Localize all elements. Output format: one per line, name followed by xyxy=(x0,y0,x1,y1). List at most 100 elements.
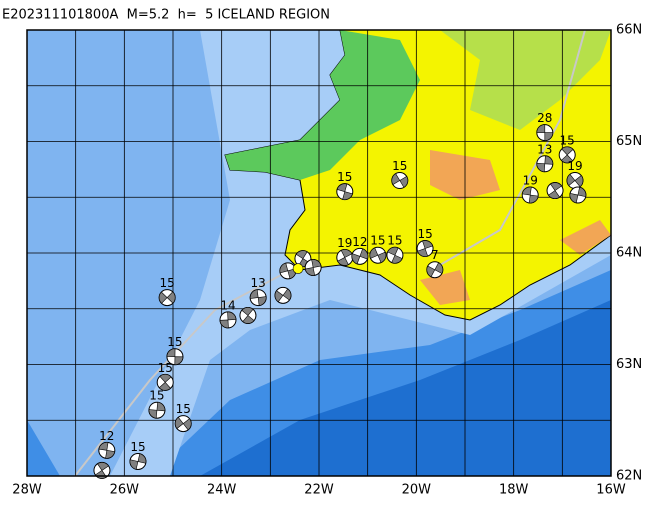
compressional-quadrant xyxy=(282,288,292,301)
map-frame xyxy=(26,29,612,477)
compressional-quadrant xyxy=(174,416,184,429)
compressional-quadrant xyxy=(337,257,349,266)
compressional-quadrant xyxy=(166,291,176,304)
compressional-quadrant xyxy=(241,307,254,316)
focal-mechanism xyxy=(174,415,192,433)
event-label: 15 xyxy=(392,159,407,173)
event-label: 15 xyxy=(337,170,352,184)
focal-mechanism xyxy=(274,286,292,304)
compressional-quadrant xyxy=(148,409,158,419)
event-label: 15 xyxy=(149,389,164,403)
x-tick-label: 16W xyxy=(596,483,626,498)
focal-mechanism xyxy=(336,183,354,201)
compressional-quadrant xyxy=(391,173,401,186)
high-terrain xyxy=(420,150,611,305)
compressional-quadrant xyxy=(242,315,255,324)
map-title: E202311101800A M=5.2 h= 5 ICELAND REGION xyxy=(2,8,330,23)
compressional-quadrant xyxy=(156,401,166,412)
focal-mechanism xyxy=(416,240,434,258)
compressional-quadrant xyxy=(137,453,147,464)
compressional-quadrant xyxy=(257,296,267,306)
focal-mechanism xyxy=(386,246,404,264)
compressional-quadrant xyxy=(561,146,574,156)
focal-mechanism xyxy=(166,348,184,366)
focal-mechanism xyxy=(546,182,564,200)
focal-mechanism xyxy=(158,289,176,307)
y-tick-label: 63N xyxy=(616,357,642,372)
compressional-quadrant xyxy=(227,311,237,321)
compressional-quadrant xyxy=(521,186,532,196)
focal-mechanism xyxy=(521,186,539,204)
focal-mechanism xyxy=(536,155,554,173)
focal-mechanism xyxy=(426,261,444,279)
compressional-quadrant xyxy=(97,462,109,471)
focal-mechanism xyxy=(219,311,237,329)
x-tick-label: 24W xyxy=(207,483,237,498)
x-tick-label: 22W xyxy=(304,483,334,498)
focal-mechanism xyxy=(391,172,409,190)
compressional-quadrant xyxy=(351,253,361,265)
focal-mechanism xyxy=(569,186,587,204)
compressional-quadrant xyxy=(536,162,546,173)
compressional-quadrant xyxy=(377,251,387,263)
compressional-quadrant xyxy=(98,442,109,451)
event-label: 19 xyxy=(337,236,352,250)
compressional-quadrant xyxy=(544,132,554,141)
compressional-quadrant xyxy=(566,173,576,186)
x-tick-label: 20W xyxy=(402,483,432,498)
event-label: 12 xyxy=(352,235,367,249)
focal-mechanism xyxy=(558,146,576,164)
compressional-quadrant xyxy=(158,381,171,391)
compressional-quadrant xyxy=(174,356,184,365)
event-label: 19 xyxy=(567,159,582,173)
compressional-quadrant xyxy=(560,154,574,164)
compressional-quadrant xyxy=(129,459,139,470)
focal-mechanism xyxy=(536,124,554,142)
compressional-quadrant xyxy=(399,175,409,188)
y-tick-label: 66N xyxy=(616,23,642,38)
compressional-quadrant xyxy=(548,190,561,199)
compressional-quadrant xyxy=(369,247,379,259)
compressional-quadrant xyxy=(166,348,176,358)
event-label: 28 xyxy=(537,111,552,125)
focal-mechanism xyxy=(351,247,369,265)
event-label: 15 xyxy=(370,234,385,248)
compressional-quadrant xyxy=(569,193,579,204)
focal-mechanism xyxy=(239,306,257,324)
y-tick-label: 65N xyxy=(616,134,642,149)
compressional-quadrant xyxy=(342,191,353,200)
event-label: 12 xyxy=(99,429,114,443)
compressional-quadrant xyxy=(295,250,308,259)
focal-mechanism xyxy=(98,441,116,459)
y-tick-label: 62N xyxy=(616,469,642,484)
epicenter xyxy=(292,263,304,274)
compressional-quadrant xyxy=(391,254,403,264)
focal-mechanism xyxy=(249,289,267,307)
compressional-quadrant xyxy=(577,186,587,198)
compressional-quadrant xyxy=(304,267,316,276)
compressional-quadrant xyxy=(422,240,434,249)
focal-mechanism xyxy=(279,262,297,280)
focal-mechanism xyxy=(93,461,111,479)
plate-boundary xyxy=(74,30,586,476)
event-label: 19 xyxy=(523,174,538,188)
compressional-quadrant xyxy=(550,182,563,191)
focal-mechanism xyxy=(369,246,387,264)
highland xyxy=(440,30,611,130)
focal-mechanism xyxy=(566,172,584,190)
compressional-quadrant xyxy=(574,175,584,188)
event-label: 15 xyxy=(417,227,432,241)
compressional-quadrant xyxy=(219,319,229,329)
compressional-quadrant xyxy=(544,155,554,165)
focal-mechanism xyxy=(336,248,354,266)
compressional-quadrant xyxy=(182,418,192,431)
compressional-quadrant xyxy=(279,262,289,274)
focal-mechanism xyxy=(304,258,322,276)
compressional-quadrant xyxy=(311,259,322,268)
focal-mechanism xyxy=(129,453,147,471)
x-tick-label: 28W xyxy=(12,483,42,498)
event-label: 14 xyxy=(220,298,235,312)
event-label: 15 xyxy=(176,402,191,416)
